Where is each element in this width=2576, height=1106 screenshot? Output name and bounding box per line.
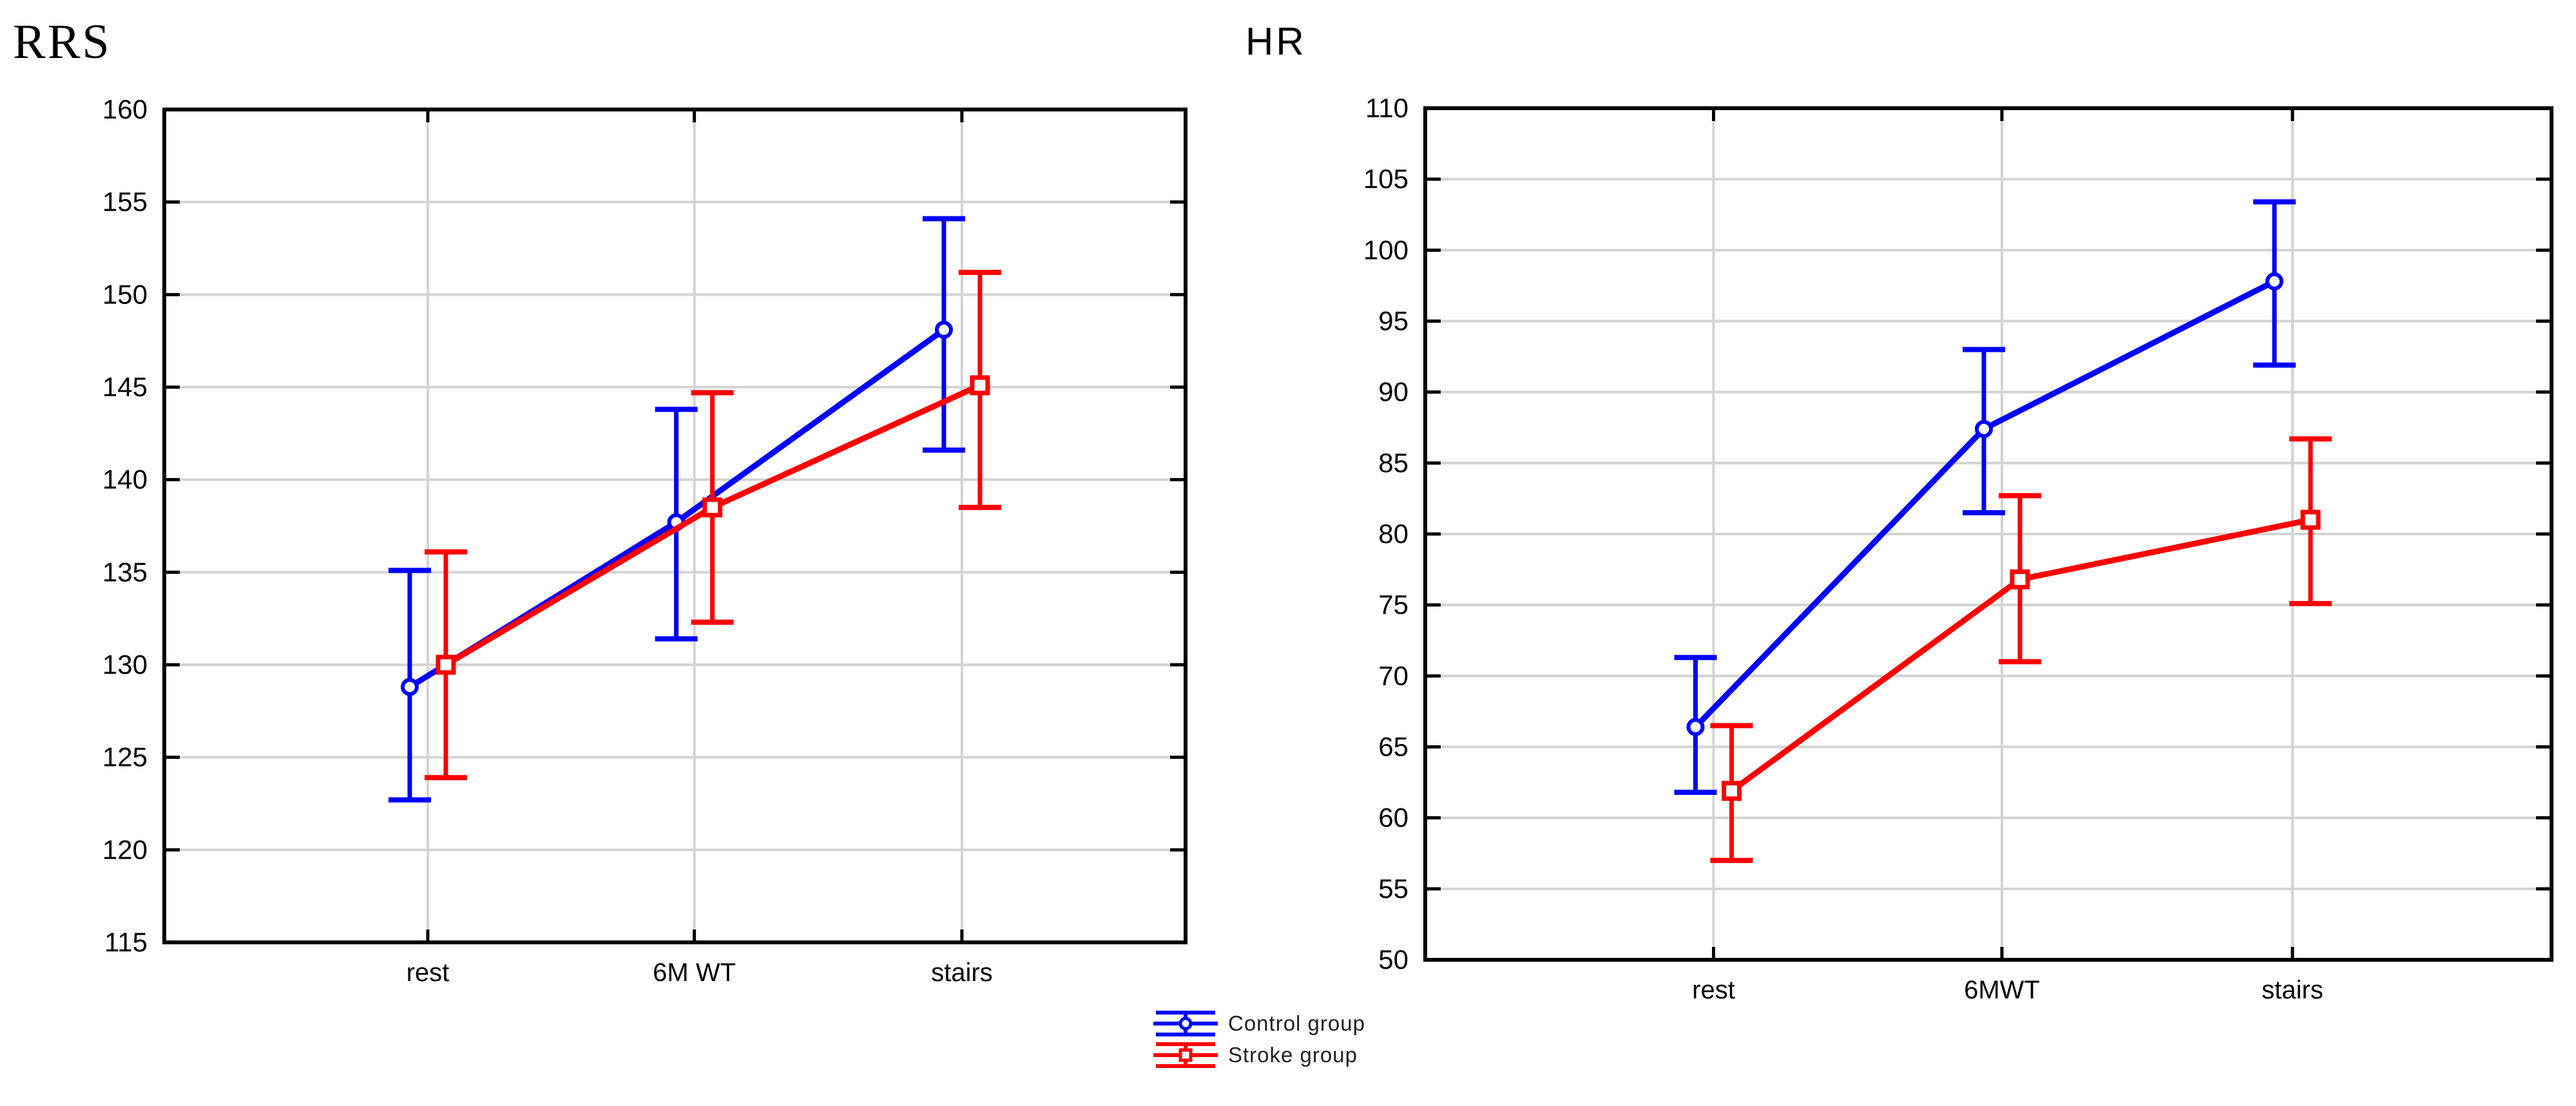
- data-point-marker: [1721, 781, 1742, 801]
- y-tick-label: 125: [102, 742, 148, 772]
- legend-label-stroke-group: Stroke group: [1228, 1043, 1358, 1067]
- x-category-label: 6MWT: [1964, 976, 2040, 1004]
- legend: Control group Stroke group: [1153, 1009, 1365, 1070]
- x-category-label: rest: [407, 958, 450, 987]
- y-tick-label: 85: [1378, 448, 1408, 478]
- series-stroke-group: [424, 269, 1001, 781]
- y-tick-label: 70: [1378, 660, 1408, 691]
- y-tick-label: 75: [1378, 589, 1408, 620]
- y-tick-label: 95: [1378, 306, 1408, 336]
- y-tick-label: 55: [1378, 873, 1408, 904]
- data-point-marker: [2300, 510, 2321, 530]
- series-stroke-group: [1710, 436, 2332, 863]
- right-chart-title: HR: [1245, 20, 1307, 63]
- y-tick-label: 160: [102, 94, 148, 124]
- legend-item-control-group: Control group: [1153, 1009, 1365, 1038]
- y-tick-label: 145: [102, 372, 148, 402]
- y-tick-label: 100: [1363, 234, 1408, 265]
- y-tick-label: 65: [1378, 732, 1408, 762]
- stroke-group-errorbar-icon: [1153, 1042, 1218, 1068]
- data-point-marker: [1974, 419, 1993, 438]
- y-tick-label: 80: [1378, 519, 1408, 549]
- data-point-marker: [934, 320, 953, 339]
- data-point-marker: [702, 497, 723, 518]
- y-tick-label: 90: [1378, 377, 1408, 407]
- x-category-label: rest: [1692, 976, 1735, 1004]
- x-category-label: stairs: [931, 958, 993, 987]
- y-tick-label: 155: [102, 187, 148, 217]
- y-tick-label: 105: [1363, 164, 1408, 194]
- plot-frame: [162, 108, 1187, 944]
- legend-item-stroke-group: Stroke group: [1153, 1040, 1365, 1070]
- series-control-group: [388, 216, 965, 803]
- control-group-errorbar-icon: [1153, 1011, 1218, 1036]
- data-point-marker: [436, 654, 456, 675]
- y-tick-label: 50: [1378, 944, 1408, 975]
- data-point-marker: [2265, 272, 2283, 291]
- chart-hr: 50 55 60 65 70 75 80 85 90 95 100 105 110 rest 6MWT sta…: [1363, 93, 2553, 1004]
- y-tick-label: 130: [102, 649, 148, 680]
- y-tick-label: 120: [102, 834, 148, 864]
- y-tick-label: 140: [102, 464, 148, 495]
- data-point-marker: [1686, 718, 1705, 736]
- x-category-label: stairs: [2262, 976, 2323, 1004]
- y-tick-label: 135: [102, 557, 148, 587]
- legend-label-control-group: Control group: [1228, 1011, 1365, 1035]
- y-tick-label: 60: [1378, 803, 1408, 833]
- data-point-marker: [400, 678, 419, 696]
- y-tick-label: 115: [104, 927, 148, 957]
- y-tick-label: 110: [1365, 93, 1408, 123]
- data-point-marker: [2010, 569, 2030, 590]
- chart-rrs: 115 120 125 130 135 140 145 150 155 160 rest 6M WT s…: [102, 94, 1187, 987]
- series-control-group: [1674, 199, 2296, 796]
- left-chart-title: RRS: [13, 15, 111, 69]
- y-tick-label: 150: [102, 279, 148, 309]
- data-point-marker: [970, 375, 990, 396]
- x-category-label: 6M WT: [653, 958, 736, 987]
